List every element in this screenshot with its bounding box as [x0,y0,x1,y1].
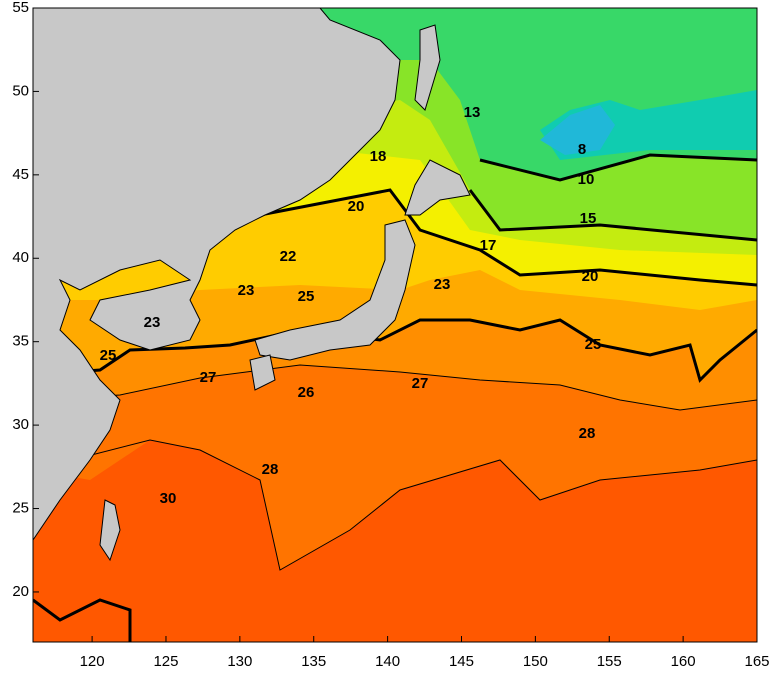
contour-label: 13 [464,104,481,121]
contour-10 [479,153,757,182]
x-tick-label: 130 [227,653,252,670]
frame [32,7,758,643]
x-tick-label: 135 [301,653,326,670]
band-cold-core [540,105,615,155]
land-sakhalin [414,24,441,111]
land-hokkaido [404,159,471,216]
x-tick-label: 145 [449,653,474,670]
land-kyushu [249,354,276,391]
x-tick-label: 150 [523,653,548,670]
contour-label: 27 [412,375,429,392]
land-honshu [254,219,416,361]
contour-25 [33,318,757,383]
contour-28 [33,439,757,571]
y-tick-label: 55 [12,0,29,16]
contour-label: 22 [280,248,297,265]
x-tick-label: 140 [375,653,400,670]
contour-27 [33,364,757,411]
y-tick-label: 45 [12,166,29,183]
y-tick-label: 20 [12,583,29,600]
contour-label: 25 [100,347,117,364]
contour-label: 8 [578,141,586,158]
x-tick-label: 160 [671,653,696,670]
y-tick-label: 25 [12,499,29,516]
contour-label: 28 [262,461,279,478]
y-tick-label: 50 [12,82,29,99]
contour-label: 15 [580,210,597,227]
contour-label: 25 [298,288,315,305]
contour-label: 23 [238,282,255,299]
contour-label: 20 [348,198,365,215]
land-asia [33,8,401,541]
x-tick-label: 120 [80,653,105,670]
contour-30 [33,598,132,642]
contour-label: 20 [582,268,599,285]
contour-label: 30 [160,490,177,507]
x-tick-label: 165 [744,653,769,670]
map-layers [33,8,757,642]
contour-label: 23 [144,314,161,331]
y-tick-label: 30 [12,416,29,433]
x-tick-label: 125 [153,653,178,670]
contour-20 [259,188,757,287]
contour-label: 27 [200,369,217,386]
y-tick-label: 35 [12,333,29,350]
contour-label: 25 [585,336,602,353]
contour-label: 23 [434,276,451,293]
y-tick-label: 40 [12,249,29,266]
x-tick-label: 155 [597,653,622,670]
contour-15 [468,189,757,242]
contour-label: 26 [298,384,315,401]
contour-label: 17 [480,237,497,254]
land-taiwan [99,499,121,562]
contour-label: 10 [578,171,595,188]
contour-label: 28 [579,425,596,442]
contour-label: 18 [370,148,387,165]
